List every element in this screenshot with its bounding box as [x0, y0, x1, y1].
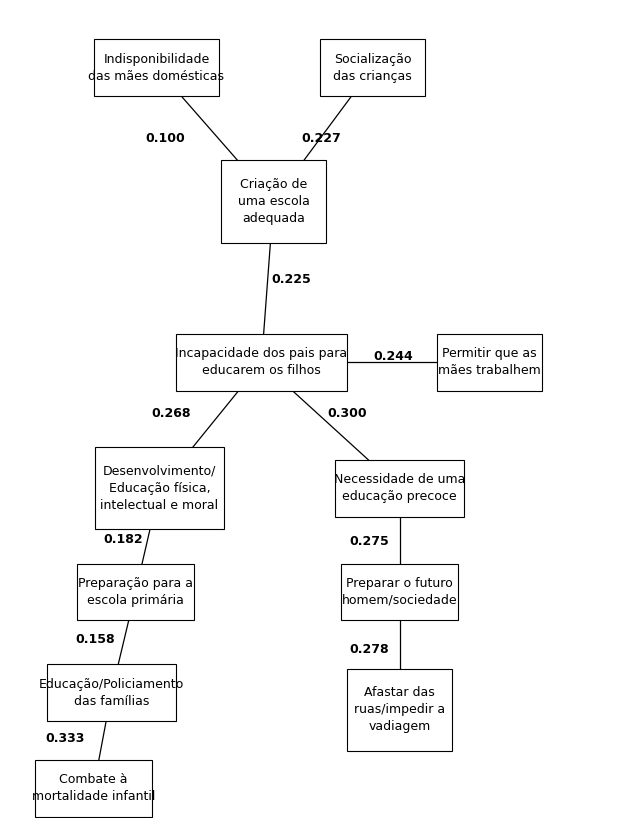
Text: Combate à
mortalidade infantil: Combate à mortalidade infantil: [32, 773, 155, 803]
FancyBboxPatch shape: [35, 760, 152, 817]
Text: Socialização
das crianças: Socialização das crianças: [333, 53, 412, 83]
Text: 0.275: 0.275: [349, 535, 389, 548]
Text: 0.182: 0.182: [104, 533, 143, 546]
FancyBboxPatch shape: [341, 564, 458, 620]
FancyBboxPatch shape: [347, 669, 452, 752]
Text: Criação de
uma escola
adequada: Criação de uma escola adequada: [238, 178, 309, 225]
FancyBboxPatch shape: [77, 564, 194, 620]
Text: 0.158: 0.158: [76, 633, 115, 645]
Text: 0.100: 0.100: [146, 132, 186, 145]
Text: 0.227: 0.227: [302, 132, 341, 145]
Text: 0.300: 0.300: [328, 407, 367, 420]
Text: 0.225: 0.225: [272, 274, 311, 286]
FancyBboxPatch shape: [95, 447, 224, 529]
FancyBboxPatch shape: [437, 334, 542, 391]
FancyBboxPatch shape: [47, 665, 176, 721]
Text: Afastar das
ruas/impedir a
vadiagem: Afastar das ruas/impedir a vadiagem: [354, 686, 445, 733]
FancyBboxPatch shape: [94, 39, 219, 96]
Text: Educação/Policiamento
das famílias: Educação/Policiamento das famílias: [39, 677, 184, 707]
FancyBboxPatch shape: [335, 460, 464, 517]
Text: Incapacidade dos pais para
educarem os filhos: Incapacidade dos pais para educarem os f…: [176, 347, 348, 377]
Text: Preparar o futuro
homem/sociedade: Preparar o futuro homem/sociedade: [342, 577, 457, 607]
Text: 0.278: 0.278: [350, 643, 389, 655]
Text: Permitir que as
mães trabalhem: Permitir que as mães trabalhem: [438, 347, 541, 377]
Text: 0.244: 0.244: [374, 350, 413, 362]
Text: Necessidade de uma
educação precoce: Necessidade de uma educação precoce: [334, 473, 465, 504]
FancyBboxPatch shape: [176, 334, 347, 391]
Text: 0.333: 0.333: [46, 731, 85, 745]
FancyBboxPatch shape: [221, 160, 326, 243]
Text: Desenvolvimento/
Educação física,
intelectual e moral: Desenvolvimento/ Educação física, intele…: [101, 465, 219, 512]
Text: 0.268: 0.268: [152, 407, 191, 420]
Text: Indisponibilidade
das mães domésticas: Indisponibilidade das mães domésticas: [89, 53, 224, 83]
FancyBboxPatch shape: [320, 39, 425, 96]
Text: Preparação para a
escola primária: Preparação para a escola primária: [78, 577, 193, 607]
